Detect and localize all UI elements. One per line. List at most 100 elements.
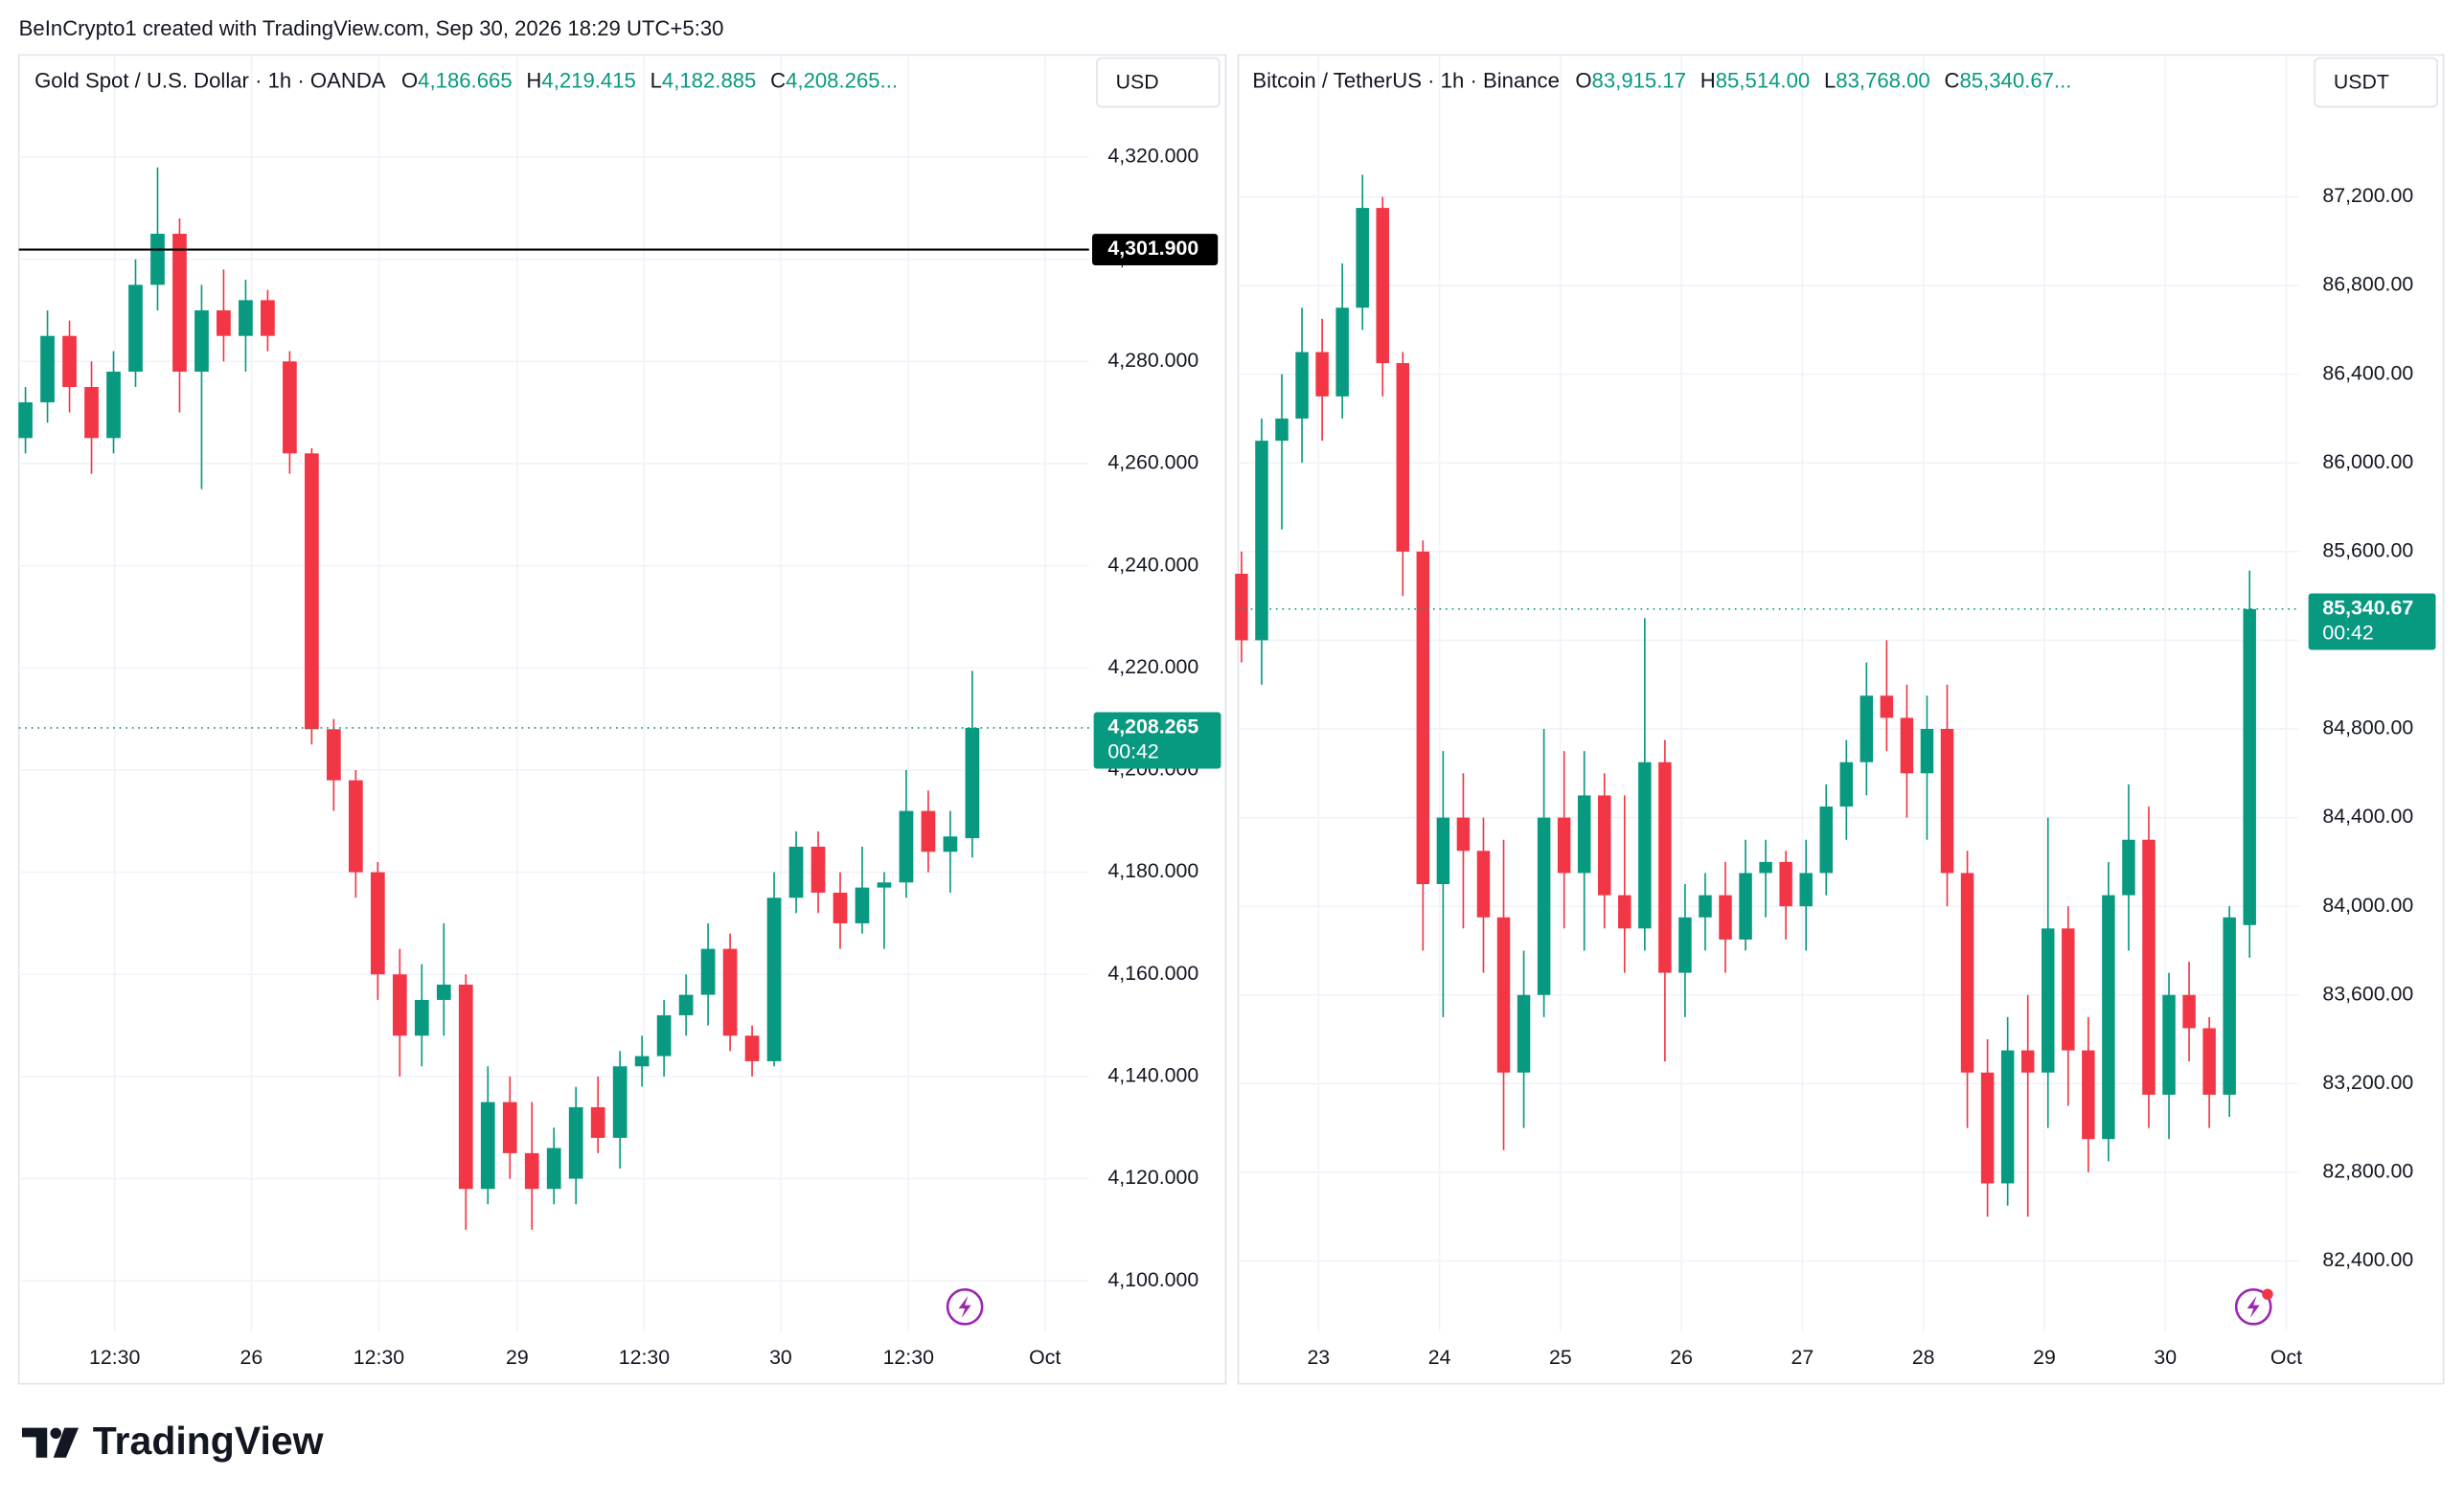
x-tick-label: 12:30 (619, 1346, 670, 1369)
candle-body (1356, 208, 1369, 308)
candle-body (1315, 352, 1329, 397)
candle-body (788, 846, 804, 898)
ohlc-value: 4,186.665 (418, 68, 512, 92)
ohlc-value: 83,768.00 (1836, 68, 1929, 92)
lightning-icon[interactable] (2234, 1287, 2273, 1326)
ohlc-key: O (401, 68, 418, 92)
y-tick-label: 4,160.000 (1107, 962, 1198, 985)
candle-body (1819, 807, 1833, 874)
y-tick-label: 4,180.000 (1107, 859, 1198, 882)
candle-body (877, 882, 892, 888)
candle-body (1517, 994, 1531, 1073)
y-tick-label: 83,200.00 (2322, 1071, 2413, 1094)
candle-body (18, 402, 33, 439)
x-tick-label: 30 (769, 1346, 792, 1369)
candle-body (700, 948, 716, 995)
ohlc-value: 85,514.00 (1716, 68, 1810, 92)
candle-body (128, 284, 143, 373)
unit-label: USD (1116, 71, 1159, 94)
candle-body (1859, 695, 1874, 762)
candle-body (1255, 441, 1268, 641)
candle-body (62, 335, 77, 388)
candle-body (40, 335, 55, 403)
lightning-icon[interactable] (946, 1287, 984, 1326)
ohlc-value: 4,219.415 (541, 68, 635, 92)
hline-label: 4,301.900 (1107, 237, 1198, 260)
candle-body (2182, 994, 2196, 1029)
candle-body (2162, 994, 2176, 1095)
candle-body (810, 846, 826, 893)
candle-body (414, 999, 429, 1036)
candle-body (217, 310, 231, 336)
candle-body (327, 729, 341, 781)
candle-body (1335, 307, 1349, 397)
ohlc-key: C (1945, 68, 1960, 92)
candle-body (1376, 208, 1389, 364)
candle-body (590, 1106, 605, 1138)
candle-body (1920, 728, 1934, 774)
candle-body (480, 1102, 495, 1190)
candle-body (2062, 928, 2075, 1051)
price-label: 4,208.265 (1107, 716, 1198, 739)
candle-body (921, 810, 936, 852)
logo-mark (21, 1427, 80, 1458)
candle-body (833, 892, 848, 923)
x-tick-label: 26 (1670, 1346, 1693, 1369)
chart-header: Gold Spot / U.S. Dollar · 1h · OANDA O4,1… (34, 68, 898, 92)
candle-body (568, 1106, 583, 1179)
ohlc-value: 83,915.17 (1592, 68, 1686, 92)
ohlc-value: 4,208.265... (786, 68, 898, 92)
candle-body (855, 887, 870, 923)
candle-body (943, 836, 958, 852)
candle-body (2042, 928, 2055, 1073)
y-tick-label: 83,600.00 (2322, 982, 2413, 1005)
y-tick-label: 84,400.00 (2322, 805, 2413, 828)
candle-body (305, 453, 319, 730)
symbol: Gold Spot / U.S. Dollar · 1h · OANDA (34, 68, 386, 92)
candle-body (2223, 917, 2236, 1095)
y-tick-label: 86,800.00 (2322, 273, 2413, 296)
x-tick-label: 12:30 (883, 1346, 934, 1369)
y-tick-label: 4,120.000 (1107, 1166, 1198, 1189)
candle-body (656, 1014, 672, 1057)
x-tick-label: 23 (1307, 1346, 1330, 1369)
y-tick-label: 4,140.000 (1107, 1064, 1198, 1087)
candle-body (194, 310, 209, 373)
symbol: Bitcoin / TetherUS · 1h · Binance (1252, 68, 1560, 92)
candle-body (1719, 895, 1732, 940)
candle-body (1960, 873, 1974, 1073)
candle-body (524, 1152, 539, 1190)
x-tick-label: 29 (506, 1346, 529, 1369)
candle-body (2000, 1050, 2015, 1184)
y-tick-label: 4,220.000 (1107, 655, 1198, 678)
y-tick-label: 86,000.00 (2322, 450, 2413, 473)
logo-text: TradingView (93, 1419, 324, 1463)
candle-body (106, 372, 121, 439)
candle-body (283, 361, 297, 454)
candle-body (348, 780, 363, 873)
ohlc-key: L (1824, 68, 1836, 92)
y-tick-label: 86,400.00 (2322, 361, 2413, 384)
unit-label: USDT (2334, 71, 2389, 94)
candle-body (370, 872, 385, 975)
candle-body (239, 300, 253, 336)
candle-body (546, 1148, 561, 1190)
candle-body (1235, 573, 1248, 641)
candle-body (1416, 551, 1430, 885)
price-label-box (2308, 593, 2436, 650)
candle-body (744, 1035, 760, 1061)
candle-body (150, 234, 165, 285)
ohlc-key: H (526, 68, 541, 92)
x-tick-label: 29 (2033, 1346, 2056, 1369)
candle-body (1598, 795, 1611, 896)
y-tick-label: 4,320.000 (1107, 145, 1198, 168)
x-tick-label: 25 (1549, 1346, 1572, 1369)
candle-body (899, 810, 914, 883)
y-tick-label: 84,800.00 (2322, 716, 2413, 739)
y-tick-label: 4,260.000 (1107, 451, 1198, 474)
unit-box (2314, 57, 2438, 108)
candle-body (502, 1102, 517, 1153)
y-tick-label: 82,800.00 (2322, 1160, 2413, 1183)
candle-body (84, 387, 99, 439)
candle-body (1618, 895, 1631, 929)
